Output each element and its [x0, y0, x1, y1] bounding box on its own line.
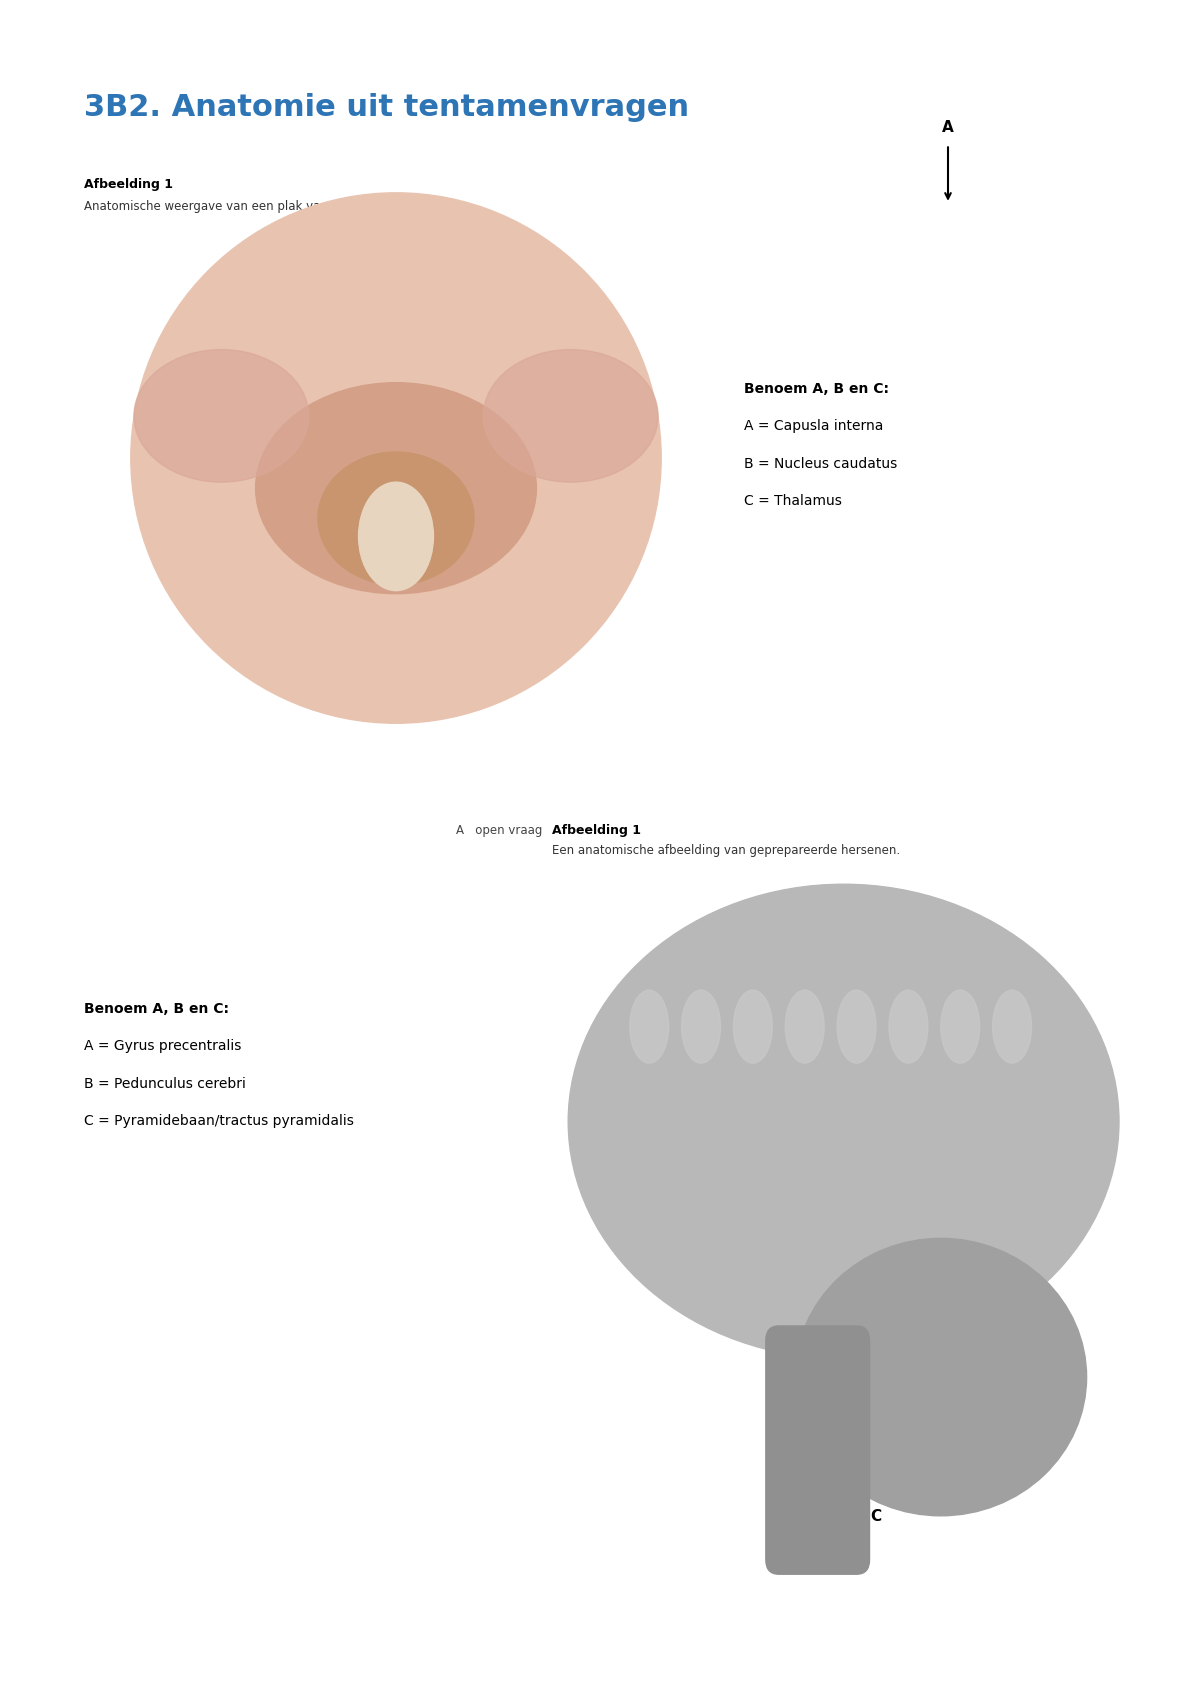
Text: Benoem A, B en C:: Benoem A, B en C:: [744, 382, 889, 396]
Ellipse shape: [484, 350, 658, 482]
Text: B: B: [810, 1394, 822, 1408]
FancyBboxPatch shape: [766, 1326, 870, 1574]
Text: A = Capusla interna: A = Capusla interna: [744, 419, 883, 433]
Ellipse shape: [796, 1238, 1087, 1516]
Ellipse shape: [134, 350, 308, 482]
Ellipse shape: [785, 990, 824, 1063]
Ellipse shape: [941, 990, 979, 1063]
Text: 3B2. Anatomie uit tentamenvragen: 3B2. Anatomie uit tentamenvragen: [84, 93, 689, 122]
Text: A   open vraag: A open vraag: [456, 824, 542, 837]
Text: C = Thalamus: C = Thalamus: [744, 494, 842, 508]
Text: Afbeelding 1: Afbeelding 1: [84, 178, 173, 192]
Ellipse shape: [318, 452, 474, 584]
Text: C: C: [870, 1510, 882, 1523]
Text: B = Nucleus caudatus: B = Nucleus caudatus: [744, 457, 898, 470]
Text: B = Pedunculus cerebri: B = Pedunculus cerebri: [84, 1077, 246, 1090]
Ellipse shape: [256, 382, 536, 594]
Ellipse shape: [359, 482, 433, 591]
Ellipse shape: [889, 990, 928, 1063]
Ellipse shape: [682, 990, 720, 1063]
Ellipse shape: [131, 194, 661, 723]
Ellipse shape: [630, 990, 668, 1063]
Ellipse shape: [838, 990, 876, 1063]
Ellipse shape: [733, 990, 773, 1063]
Text: A: A: [942, 121, 954, 134]
Text: C: C: [450, 435, 462, 448]
Text: Anatomische weergave van een plak van de hersenen.: Anatomische weergave van een plak van de…: [84, 200, 409, 214]
Text: Afbeelding 1: Afbeelding 1: [552, 824, 641, 837]
Text: A = Gyrus precentralis: A = Gyrus precentralis: [84, 1039, 241, 1053]
Text: B: B: [474, 299, 486, 312]
Text: Benoem A, B en C:: Benoem A, B en C:: [84, 1002, 229, 1015]
Ellipse shape: [569, 885, 1120, 1358]
Text: C = Pyramidebaan/tractus pyramidalis: C = Pyramidebaan/tractus pyramidalis: [84, 1114, 354, 1127]
Text: Een anatomische afbeelding van geprepareerde hersenen.: Een anatomische afbeelding van geprepare…: [552, 844, 900, 857]
Text: A: A: [162, 350, 174, 363]
Ellipse shape: [992, 990, 1032, 1063]
